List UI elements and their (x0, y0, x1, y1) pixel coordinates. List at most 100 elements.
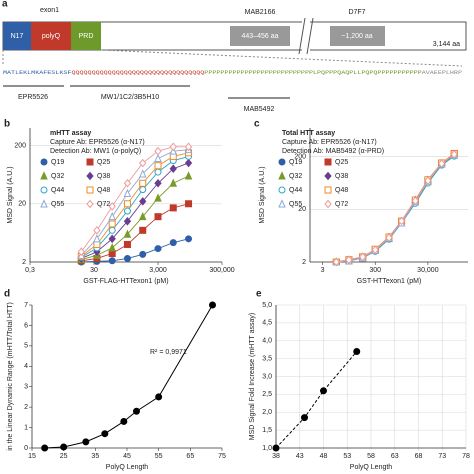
marker (108, 234, 116, 244)
series-line (336, 153, 455, 263)
panel-a: a exon1 N17 polyQ PRD 443–456 aa MAB2166… (2, 0, 467, 113)
x-tick-label: 58 (367, 453, 375, 460)
legend-marker (278, 158, 286, 166)
epitope-text: 443–456 aa (242, 33, 279, 40)
marker (154, 193, 162, 202)
epitope-box (230, 26, 290, 46)
x-tick-label: 35 (91, 453, 99, 460)
break-gap (302, 19, 310, 53)
domain-n17 (3, 22, 31, 50)
length-label: 3,144 aa (433, 41, 460, 48)
legend-marker (40, 158, 48, 166)
legend-label: Q25 (335, 159, 348, 166)
legend-label: Q32 (51, 173, 64, 180)
antibody-label: MAB5492 (244, 106, 275, 113)
y-tick-label: 3,5 (262, 355, 272, 362)
marker (139, 158, 147, 168)
y-tick-label: 2 (22, 259, 26, 266)
legend-label: Q38 (335, 173, 348, 180)
x-tick-label: 38 (272, 453, 280, 460)
marker (93, 240, 101, 248)
marker (185, 235, 193, 243)
x-tick-label: 30,000 (417, 267, 439, 274)
marker (108, 257, 116, 265)
panel-label: c (254, 119, 260, 130)
antibody-label: MW1/1C2/3B5H10 (101, 94, 159, 101)
y-tick-label: 4 (24, 363, 28, 370)
y-axis-label: in the Linear Dynamic Range (mHTT/Total … (7, 302, 14, 451)
marker (169, 178, 178, 187)
x-axis-label: PolyQ Length (106, 464, 149, 471)
sequence-polyq: QQQQQQQQQQQQQQQQQQQQQQQQQQQQQQQQQ (71, 69, 205, 76)
x-tick-label: 15 (28, 453, 36, 460)
chart-note: Capture Ab: EPR5526 (α-N17) (282, 139, 377, 146)
legend-marker (86, 186, 94, 194)
marker (154, 146, 162, 156)
domain-prd (71, 22, 101, 50)
y-tick-label: 5,0 (262, 302, 272, 309)
y-tick-label: 2,0 (262, 409, 272, 416)
x-tick-label: 300 (369, 267, 381, 274)
legend-marker (86, 199, 94, 209)
legend-marker (86, 158, 94, 166)
epitope-box (330, 26, 385, 46)
x-tick-label: 30 (90, 267, 98, 274)
marker (41, 444, 49, 452)
x-tick-label: 63 (391, 453, 399, 460)
break-mark (306, 17, 314, 55)
marker (82, 438, 90, 446)
legend-label: Q48 (97, 187, 110, 194)
fit-line (44, 304, 213, 449)
marker (169, 142, 177, 152)
domain-polyq (31, 22, 71, 50)
panel-label: b (4, 119, 10, 130)
y-tick-label: 2 (24, 404, 28, 411)
marker (154, 178, 162, 188)
marker (169, 239, 177, 247)
x-tick-label: 73 (438, 453, 446, 460)
marker (93, 234, 101, 243)
marker (108, 220, 116, 228)
marker (123, 188, 132, 198)
marker (411, 196, 419, 206)
x-tick-label: 78 (462, 453, 470, 460)
y-tick-label: 1 (24, 424, 28, 431)
legend-marker (278, 186, 286, 194)
marker (108, 226, 116, 234)
y-axis-label: MSD Signal (A.U.) (259, 166, 266, 223)
marker (154, 213, 162, 221)
marker (123, 229, 132, 238)
legend-marker (324, 199, 332, 209)
x-tick-label: 68 (415, 453, 423, 460)
legend-marker (86, 171, 94, 181)
chart-note: Detection Ab: MAB5492 (α-PRD) (282, 148, 384, 155)
marker (359, 252, 367, 262)
marker (154, 153, 162, 162)
sequence-tail: AVAEEPLHRP (422, 69, 463, 76)
marker (301, 414, 308, 422)
marker (155, 393, 163, 401)
legend-label: Q48 (335, 187, 348, 194)
x-tick-label: 75 (218, 453, 226, 460)
zoom-line (100, 49, 463, 67)
marker (385, 233, 393, 242)
marker (397, 216, 406, 226)
marker (209, 301, 216, 309)
y-tick-label: 0 (24, 445, 28, 452)
y-tick-label: 2 (302, 259, 306, 266)
marker (154, 162, 162, 170)
legend-marker (40, 199, 48, 208)
marker (450, 150, 458, 159)
y-tick-label: 4,5 (262, 320, 272, 327)
antibody-label: EPR5526 (18, 94, 48, 101)
marker (184, 171, 193, 180)
legend-label: Q44 (289, 187, 302, 194)
marker (139, 197, 147, 206)
y-tick-label: 6 (24, 322, 28, 329)
y-tick-label: 7 (24, 302, 28, 309)
marker (101, 430, 109, 438)
marker (123, 207, 131, 215)
x-axis-label: PolyQ Length (350, 464, 393, 471)
epitope-antibody: D7F7 (348, 9, 365, 16)
